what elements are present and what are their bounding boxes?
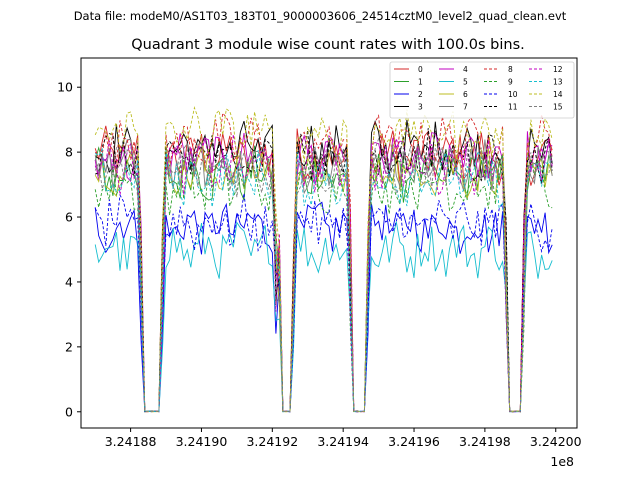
legend-label-6: 6 [463, 90, 468, 99]
legend-label-1: 1 [418, 77, 423, 86]
y-tick-label: 2 [65, 339, 73, 354]
series-line-10 [94, 193, 553, 413]
series-line-8 [94, 112, 553, 413]
legend-label-0: 0 [418, 65, 423, 74]
x-tick-label: 3.24188 [105, 434, 157, 449]
legend-label-7: 7 [463, 102, 468, 111]
y-axis: 0 2 4 6 8 10 [57, 80, 81, 419]
legend-label-8: 8 [508, 65, 513, 74]
series-line-5 [94, 221, 553, 413]
legend-box [389, 61, 575, 119]
legend-label-14: 14 [553, 90, 563, 99]
series-line-15 [94, 137, 553, 413]
series-line-12 [94, 134, 553, 413]
legend-label-5: 5 [463, 77, 468, 86]
x-tick-label: 3.24190 [176, 434, 228, 449]
series-layer [94, 106, 553, 413]
x-tick-label: 3.24200 [530, 434, 582, 449]
legend-label-2: 2 [418, 90, 423, 99]
legend-label-12: 12 [553, 65, 563, 74]
x-tick-label: 3.24198 [459, 434, 511, 449]
plot-frame [80, 57, 578, 429]
y-tick-label: 4 [65, 274, 73, 289]
legend-label-15: 15 [553, 102, 563, 111]
series-line-14 [94, 106, 553, 413]
y-tick-label: 6 [65, 210, 73, 225]
x-tick-label: 3.24192 [246, 434, 298, 449]
legend-label-11: 11 [508, 102, 518, 111]
x-tick-label: 3.24194 [317, 434, 369, 449]
x-tick-label: 3.24196 [388, 434, 440, 449]
series-line-9 [94, 154, 553, 413]
legend-label-3: 3 [418, 102, 423, 111]
legend-label-4: 4 [463, 65, 468, 74]
series-line-13 [94, 147, 553, 413]
series-line-2 [94, 201, 553, 413]
y-tick-label: 8 [65, 145, 73, 160]
chart-suptitle: Data file: modeM0/AS1T03_183T01_90000036… [74, 9, 567, 23]
legend-label-10: 10 [508, 90, 518, 99]
y-tick-label: 0 [65, 404, 73, 419]
legend-label-9: 9 [508, 77, 513, 86]
legend-label-13: 13 [553, 77, 563, 86]
x-offset-label: 1e8 [550, 454, 574, 469]
x-axis: 3.24188 3.24190 3.24192 3.24194 3.24196 3.241… [105, 428, 582, 449]
chart-title: Quadrant 3 module wise count rates with … [131, 37, 525, 53]
y-tick-label: 10 [57, 80, 73, 95]
